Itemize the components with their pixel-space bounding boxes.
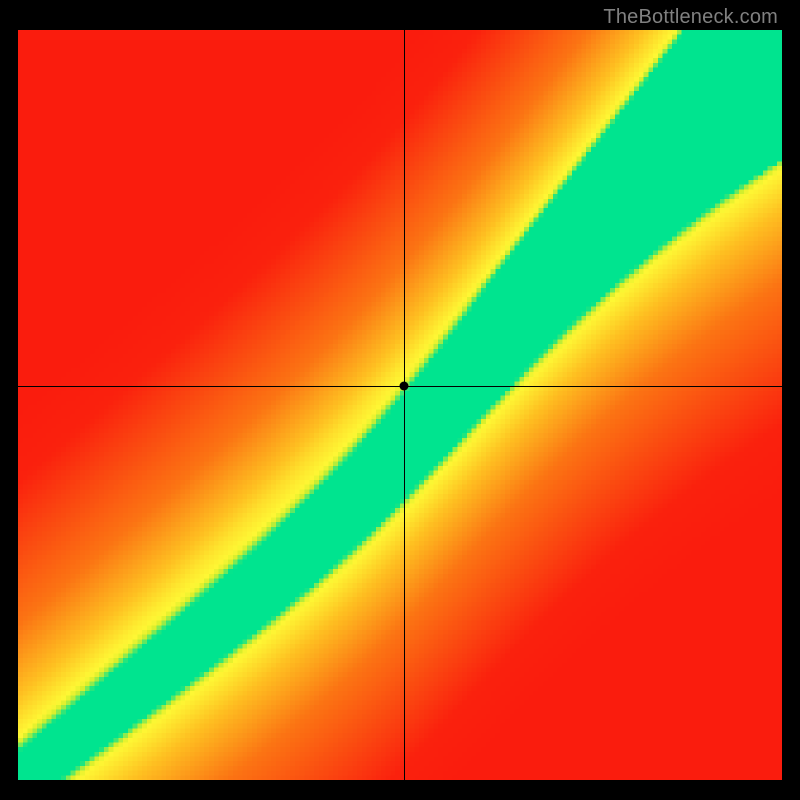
- heatmap-plot: [18, 30, 782, 780]
- heatmap-canvas: [18, 30, 782, 780]
- watermark-text: TheBottleneck.com: [603, 6, 778, 29]
- crosshair-vertical: [404, 30, 405, 780]
- data-point-marker: [399, 382, 408, 391]
